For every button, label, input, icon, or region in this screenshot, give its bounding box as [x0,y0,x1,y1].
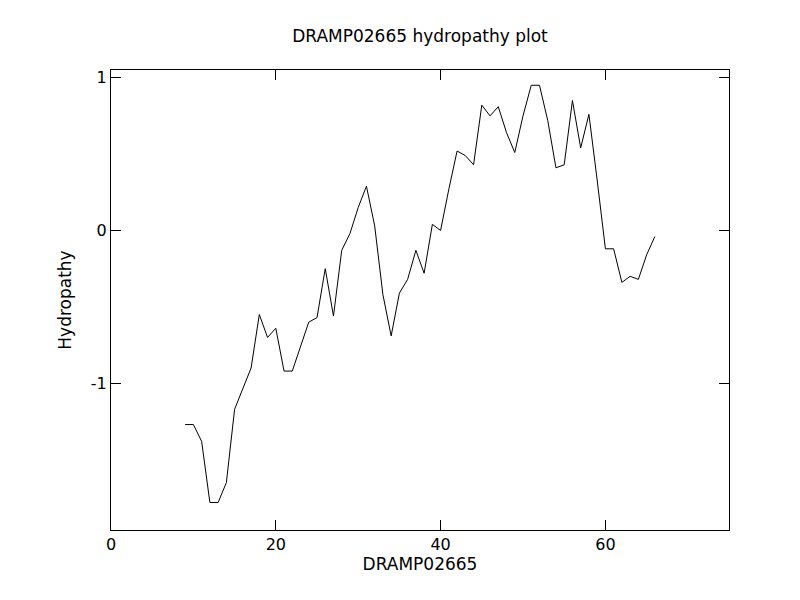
svg-text:60: 60 [595,535,615,554]
svg-text:DRAMP02665 hydropathy plot: DRAMP02665 hydropathy plot [292,26,548,46]
svg-text:40: 40 [430,535,450,554]
svg-text:20: 20 [266,535,286,554]
svg-text:DRAMP02665: DRAMP02665 [363,554,478,574]
svg-text:0: 0 [97,221,107,240]
svg-text:1: 1 [97,68,107,87]
svg-text:Hydropathy: Hydropathy [55,250,75,349]
svg-text:-1: -1 [91,374,107,393]
svg-text:0: 0 [106,535,116,554]
